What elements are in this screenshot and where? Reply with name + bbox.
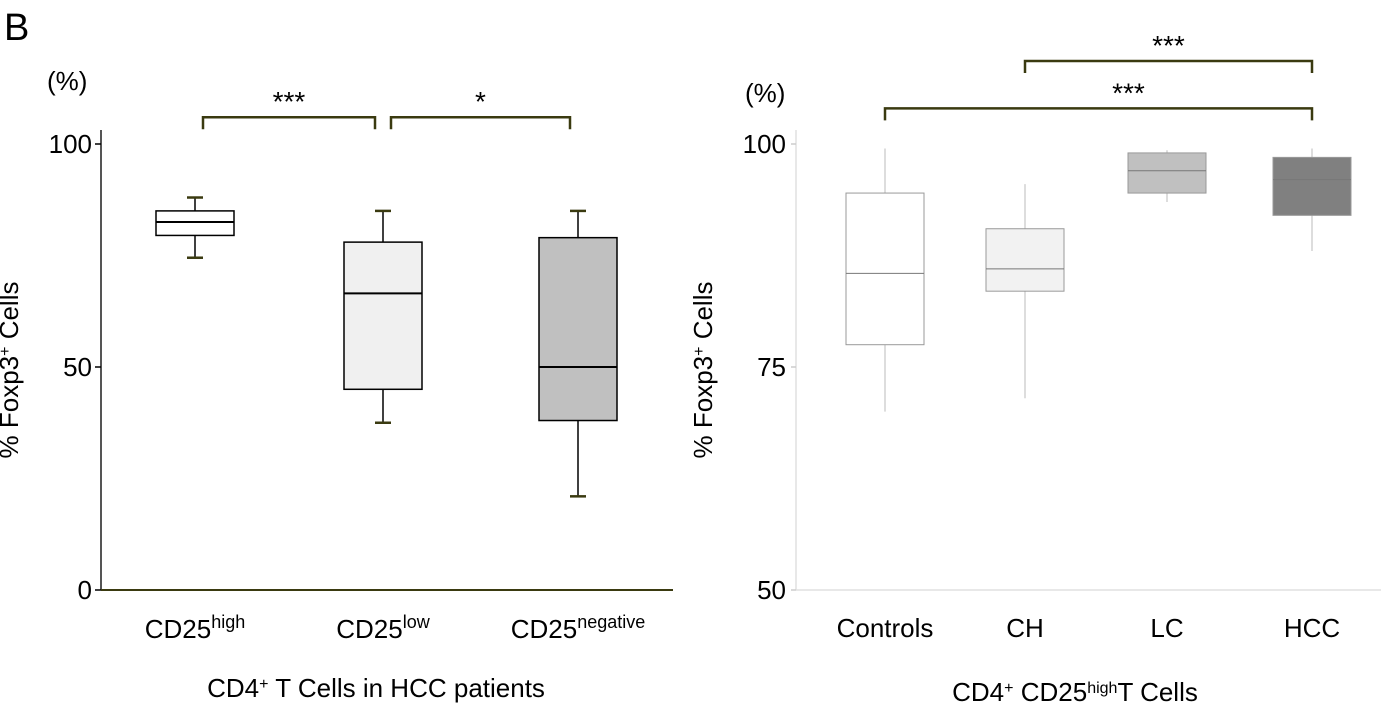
left-x-axis-label: CD4+ T Cells in HCC patients xyxy=(207,673,545,703)
right-y-axis-label: % Foxp3+ Cells xyxy=(688,282,718,459)
significance-bracket xyxy=(883,107,1314,121)
box xyxy=(985,228,1065,292)
panel-label: B xyxy=(4,7,29,49)
x-category-label: Controls xyxy=(837,613,934,643)
left-unit-label: (%) xyxy=(47,66,87,96)
y-tick-label: 50 xyxy=(757,575,786,605)
significance-label: *** xyxy=(273,86,306,117)
x-category-label: CH xyxy=(1006,613,1044,643)
box xyxy=(1127,152,1207,194)
box xyxy=(1272,156,1352,216)
significance-label: *** xyxy=(1112,77,1145,108)
left-y-axis-label: % Foxp3+ Cells xyxy=(0,282,24,459)
y-tick-label: 50 xyxy=(63,352,92,382)
box xyxy=(538,236,618,422)
x-category-label: CD25low xyxy=(336,612,430,644)
y-tick-label: 75 xyxy=(757,352,786,382)
box xyxy=(155,210,235,237)
x-category-label: CD25high xyxy=(145,612,246,644)
y-tick-label: 100 xyxy=(743,129,786,159)
x-category-label: HCC xyxy=(1284,613,1340,643)
significance-label: * xyxy=(475,86,486,117)
box xyxy=(845,192,925,346)
significance-bracket xyxy=(1023,59,1314,74)
significance-bracket xyxy=(201,115,377,130)
x-category-label: LC xyxy=(1150,613,1183,643)
x-category-label: CD25negative xyxy=(511,612,646,644)
box xyxy=(343,241,423,391)
significance-bracket xyxy=(389,115,572,130)
chart-right: (%) % Foxp3+ Cells 50 75 100 ****** Contro… xyxy=(688,30,1381,707)
y-tick-label: 0 xyxy=(78,575,92,605)
significance-label: *** xyxy=(1152,30,1185,61)
y-tick-label: 100 xyxy=(49,129,92,159)
right-x-axis-label: CD4+ CD25highT Cells xyxy=(952,677,1198,707)
right-unit-label: (%) xyxy=(745,78,785,108)
